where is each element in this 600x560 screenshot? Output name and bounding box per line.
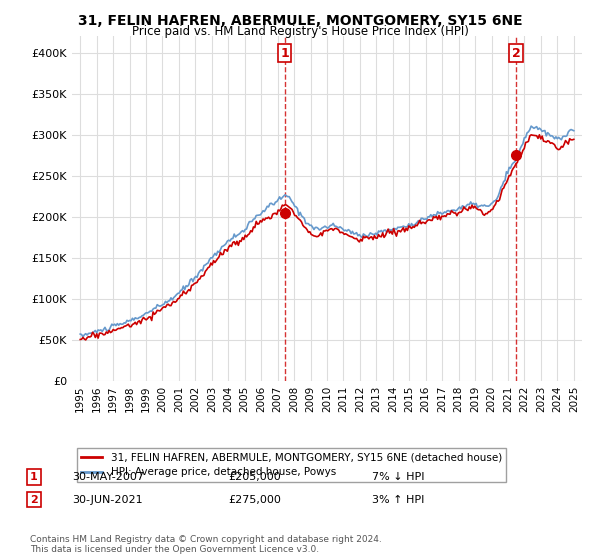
Legend: 31, FELIN HAFREN, ABERMULE, MONTGOMERY, SY15 6NE (detached house), HPI: Average : 31, FELIN HAFREN, ABERMULE, MONTGOMERY, …: [77, 448, 506, 482]
Text: 30-JUN-2021: 30-JUN-2021: [72, 494, 143, 505]
Text: 31, FELIN HAFREN, ABERMULE, MONTGOMERY, SY15 6NE: 31, FELIN HAFREN, ABERMULE, MONTGOMERY, …: [77, 14, 523, 28]
Text: 1: 1: [30, 472, 38, 482]
Text: 30-MAY-2007: 30-MAY-2007: [72, 472, 144, 482]
Text: Price paid vs. HM Land Registry's House Price Index (HPI): Price paid vs. HM Land Registry's House …: [131, 25, 469, 38]
Text: 7% ↓ HPI: 7% ↓ HPI: [372, 472, 425, 482]
Text: £205,000: £205,000: [228, 472, 281, 482]
Text: 1: 1: [280, 46, 289, 60]
Text: £275,000: £275,000: [228, 494, 281, 505]
Text: Contains HM Land Registry data © Crown copyright and database right 2024.
This d: Contains HM Land Registry data © Crown c…: [30, 535, 382, 554]
Text: 2: 2: [30, 494, 38, 505]
Text: 3% ↑ HPI: 3% ↑ HPI: [372, 494, 424, 505]
Text: 2: 2: [512, 46, 521, 60]
